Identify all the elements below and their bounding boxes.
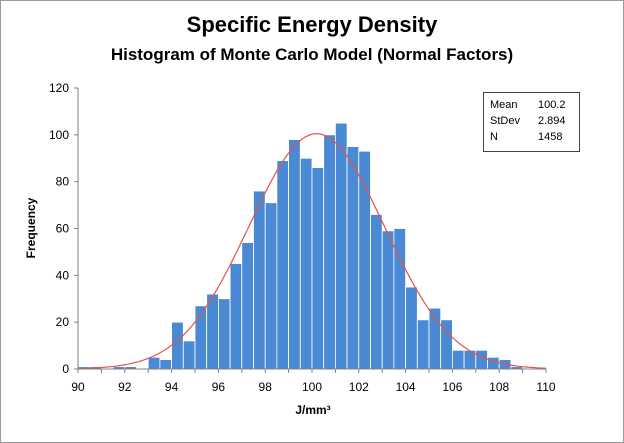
histogram-bar (264, 202, 278, 370)
x-tick-label: 96 (212, 380, 226, 394)
labels-layer: 0 20 40 60 80 100 120 90 92 94 96 98 100 102 104 106 108… (49, 81, 556, 394)
x-tick-label: 98 (259, 380, 273, 394)
histogram-bar (334, 122, 348, 370)
x-axis-title: J/mm³ (295, 403, 330, 417)
stats-legend: Mean 100.2 StDev 2.894 N 1458 (483, 92, 580, 152)
stats-mean-label: Mean (490, 99, 518, 111)
histogram-bar (276, 160, 289, 370)
y-tick-label: 0 (62, 362, 69, 376)
histogram-bar (311, 167, 325, 370)
histogram-bar (405, 286, 418, 370)
histogram-bar (451, 349, 465, 370)
histogram-bar (416, 319, 430, 370)
normal-fit-curve (77, 133, 547, 370)
x-tick-label: 104 (396, 380, 416, 394)
histogram-bar (381, 230, 395, 370)
histogram-bar (288, 139, 301, 370)
y-tick-label: 60 (56, 222, 70, 236)
stats-stdev-value: 2.894 (538, 115, 566, 127)
histogram-bar (171, 321, 184, 370)
x-tick-label: 102 (349, 380, 369, 394)
histogram-bar (323, 134, 336, 370)
bars-layer (77, 122, 523, 370)
y-tick-label: 120 (49, 81, 69, 95)
y-tick-label: 80 (56, 175, 70, 189)
histogram-bar (217, 298, 231, 370)
stats-mean-value: 100.2 (538, 99, 566, 111)
histogram-bar (182, 340, 196, 370)
x-tick-label: 106 (442, 380, 462, 394)
histogram-bar (229, 263, 243, 370)
y-axis-title: Frequency (24, 197, 38, 258)
axes-layer (74, 87, 547, 373)
x-tick-label: 100 (302, 380, 322, 394)
stats-n-value: 1458 (538, 131, 563, 143)
stats-n-label: N (490, 131, 498, 143)
x-tick-label: 90 (71, 380, 85, 394)
histogram-bar (299, 157, 313, 370)
stats-stdev-label: StDev (490, 115, 520, 127)
histogram-bar (241, 242, 254, 370)
histogram-bar (346, 146, 360, 370)
x-tick-label: 94 (165, 380, 179, 394)
chart-subtitle: Histogram of Monte Carlo Model (Normal F… (110, 45, 514, 64)
x-tick-label: 92 (118, 380, 132, 394)
histogram-bar (475, 349, 488, 370)
histogram-bar (253, 190, 266, 370)
histogram-bar (487, 356, 500, 370)
histogram-bar (147, 356, 161, 370)
y-tick-label: 40 (56, 268, 70, 282)
y-tick-label: 20 (56, 315, 70, 329)
x-tick-label: 110 (536, 380, 555, 394)
histogram-bar (358, 150, 371, 370)
histogram-bar (370, 214, 383, 370)
histogram-bar (159, 359, 172, 370)
histogram-bar (206, 293, 219, 370)
chart-title: Specific Energy Density (186, 12, 438, 37)
x-tick-label: 108 (489, 380, 509, 394)
y-tick-label: 100 (49, 128, 69, 142)
